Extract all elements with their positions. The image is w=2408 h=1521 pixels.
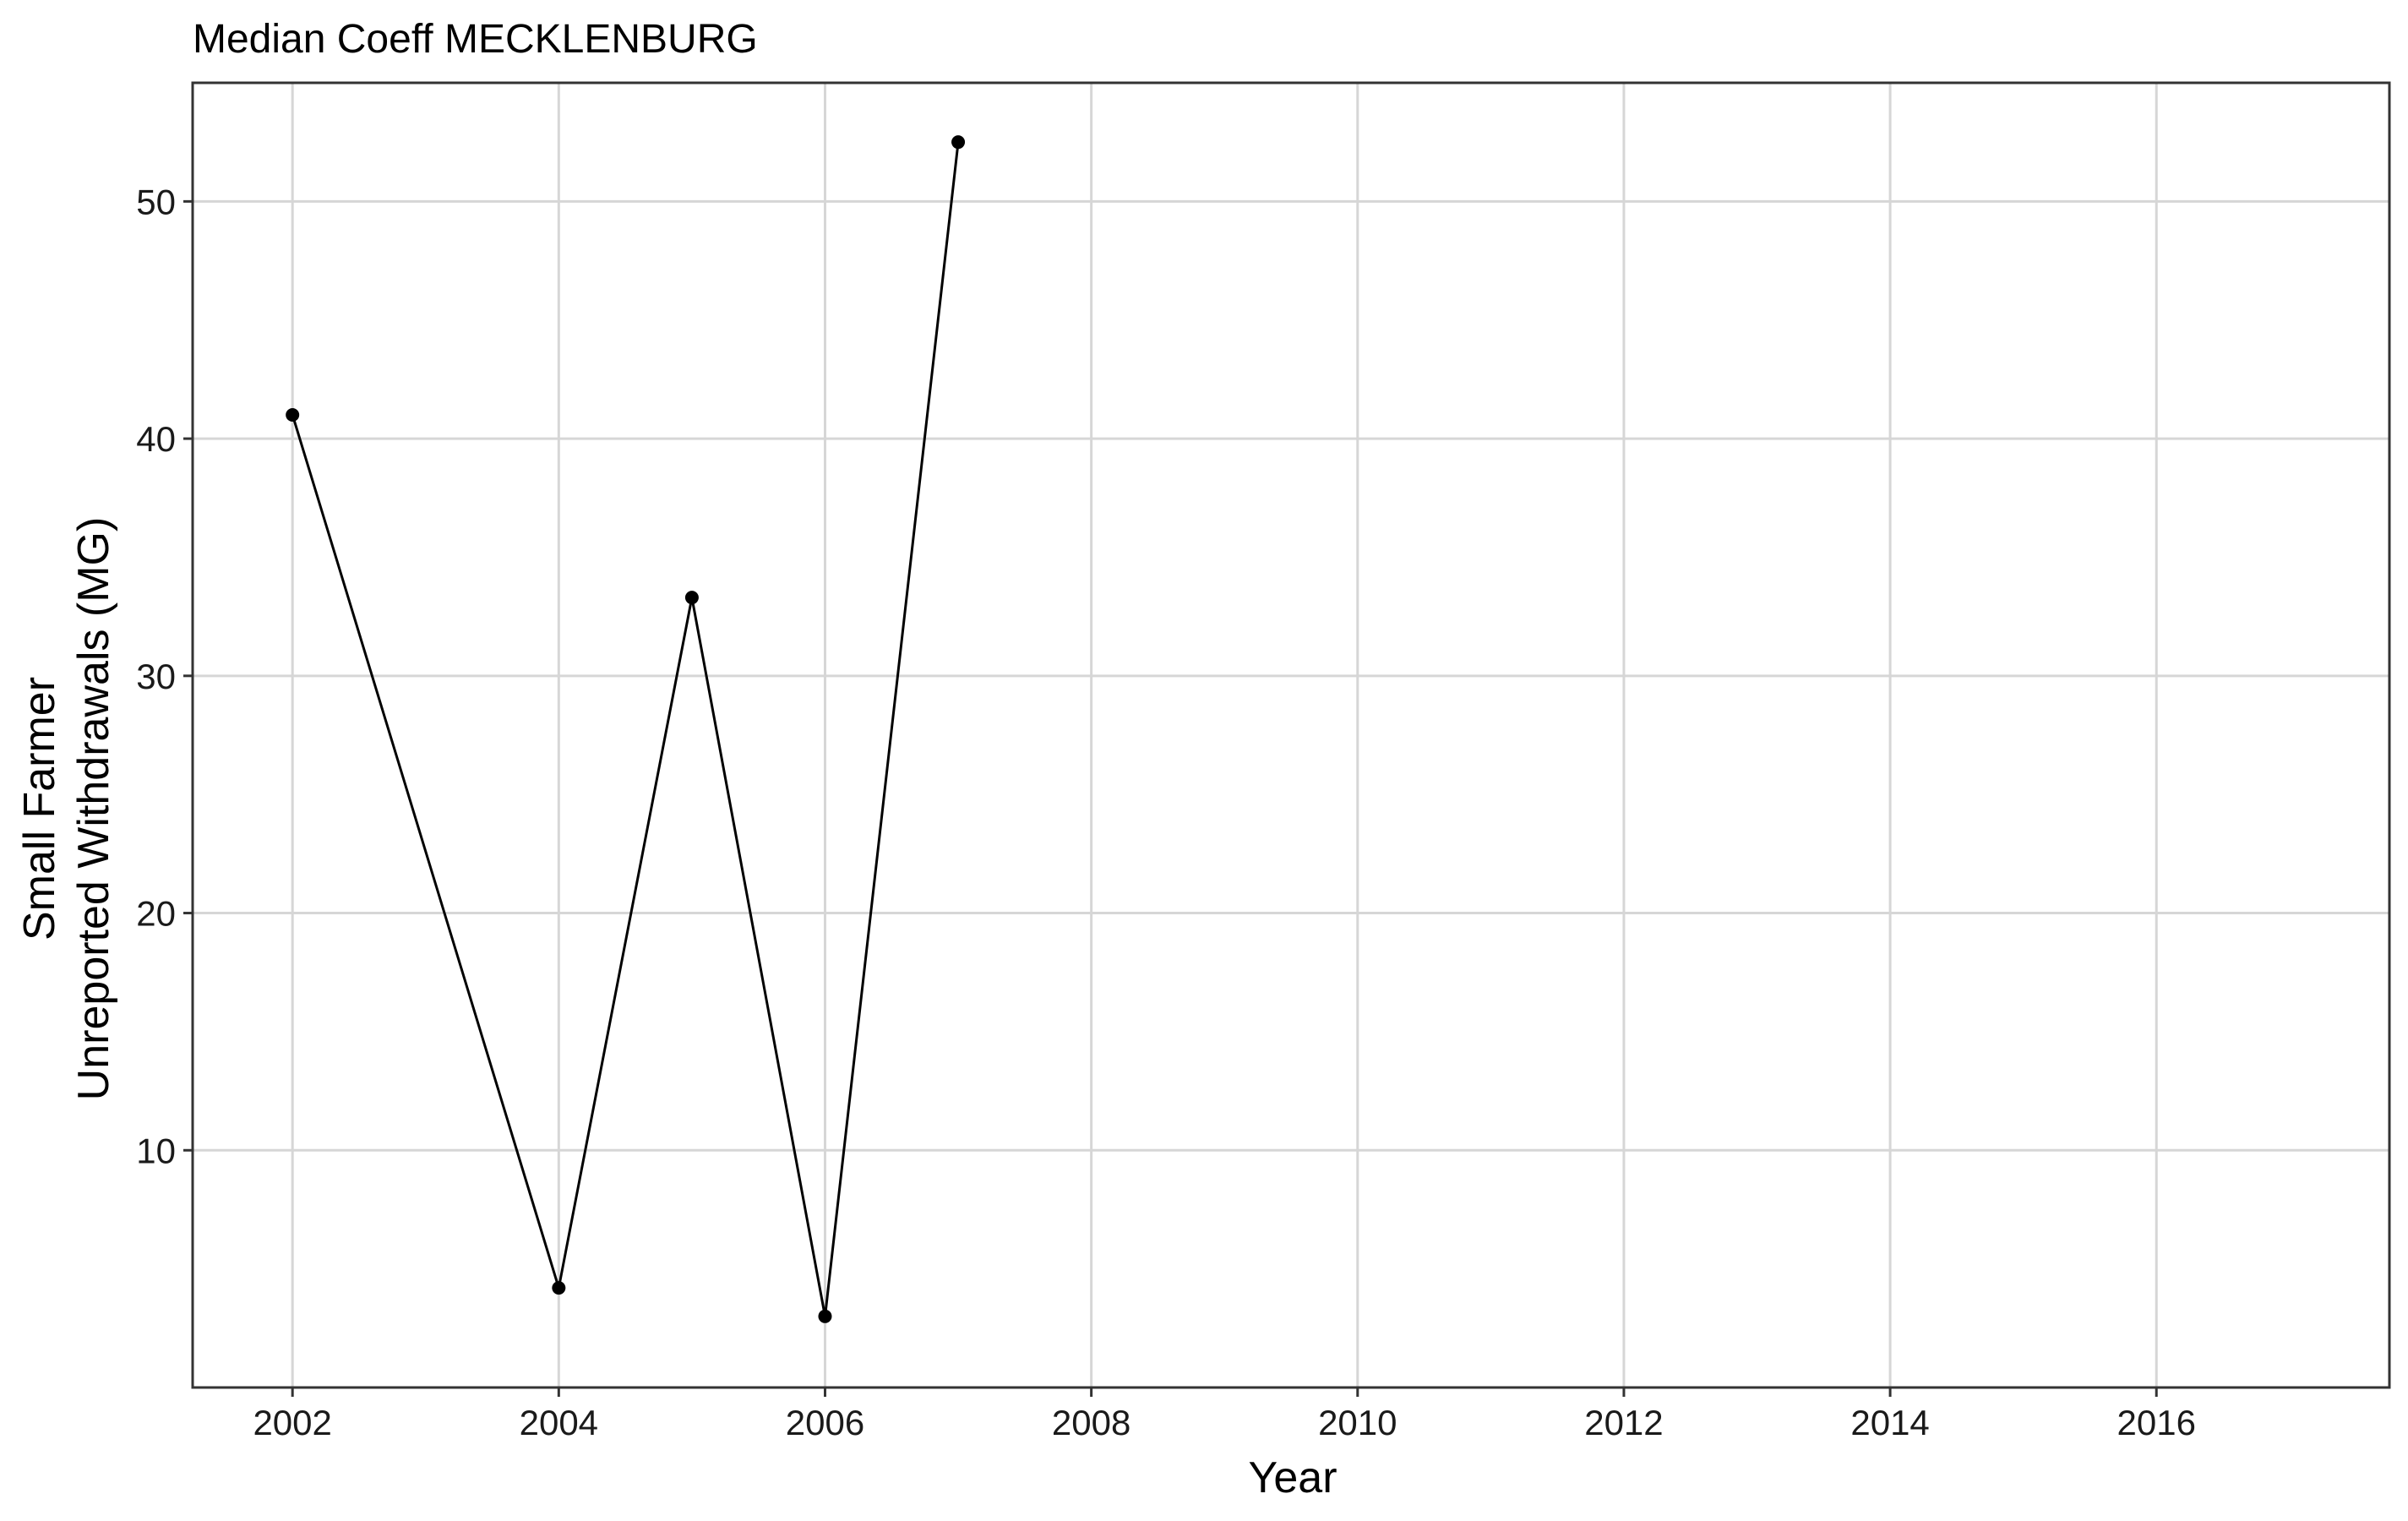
x-tick-label-2014: 2014 bbox=[1850, 1403, 1929, 1442]
x-tick-label-2004: 2004 bbox=[520, 1403, 598, 1442]
y-tick-label-20: 20 bbox=[136, 894, 176, 934]
panel-border bbox=[191, 81, 2391, 1389]
data-point-2002 bbox=[286, 408, 300, 422]
series-line-0 bbox=[291, 142, 960, 1317]
x-tick-label-2016: 2016 bbox=[2117, 1403, 2196, 1442]
series-layer bbox=[286, 135, 966, 1323]
y-tick-label-40: 40 bbox=[136, 419, 176, 459]
y-tick-label-30: 30 bbox=[136, 657, 176, 696]
data-point-2004 bbox=[552, 1281, 566, 1295]
y-tick-label-10: 10 bbox=[136, 1131, 176, 1170]
data-point-2006 bbox=[818, 1309, 832, 1323]
x-tick-label-2010: 2010 bbox=[1318, 1403, 1397, 1442]
data-point-2007 bbox=[951, 135, 966, 150]
y-axis-title: Small Farmer Unreported Withdrawals (MG) bbox=[15, 517, 118, 1101]
x-tick-label-2006: 2006 bbox=[786, 1403, 864, 1442]
y-tick-label-50: 50 bbox=[136, 182, 176, 221]
axis-ticks bbox=[183, 199, 2158, 1397]
x-tick-label-2008: 2008 bbox=[1052, 1403, 1130, 1442]
data-point-2005 bbox=[684, 591, 699, 605]
x-axis-title: Year bbox=[1248, 1453, 1337, 1502]
x-tick-labels: 2002 2004 2006 2008 2010 2012 2014 2016 bbox=[253, 1403, 2195, 1442]
chart-title: Median Coeff MECKLENBURG bbox=[193, 17, 758, 62]
y-axis-title-line-1: Small Farmer bbox=[15, 677, 64, 940]
x-tick-label-2002: 2002 bbox=[253, 1403, 331, 1442]
x-tick-label-2012: 2012 bbox=[1584, 1403, 1663, 1442]
grid-lines bbox=[193, 83, 2389, 1387]
y-axis-title-line-2: Unreported Withdrawals (MG) bbox=[69, 517, 118, 1101]
y-tick-labels: 10 20 30 40 50 bbox=[136, 182, 176, 1170]
